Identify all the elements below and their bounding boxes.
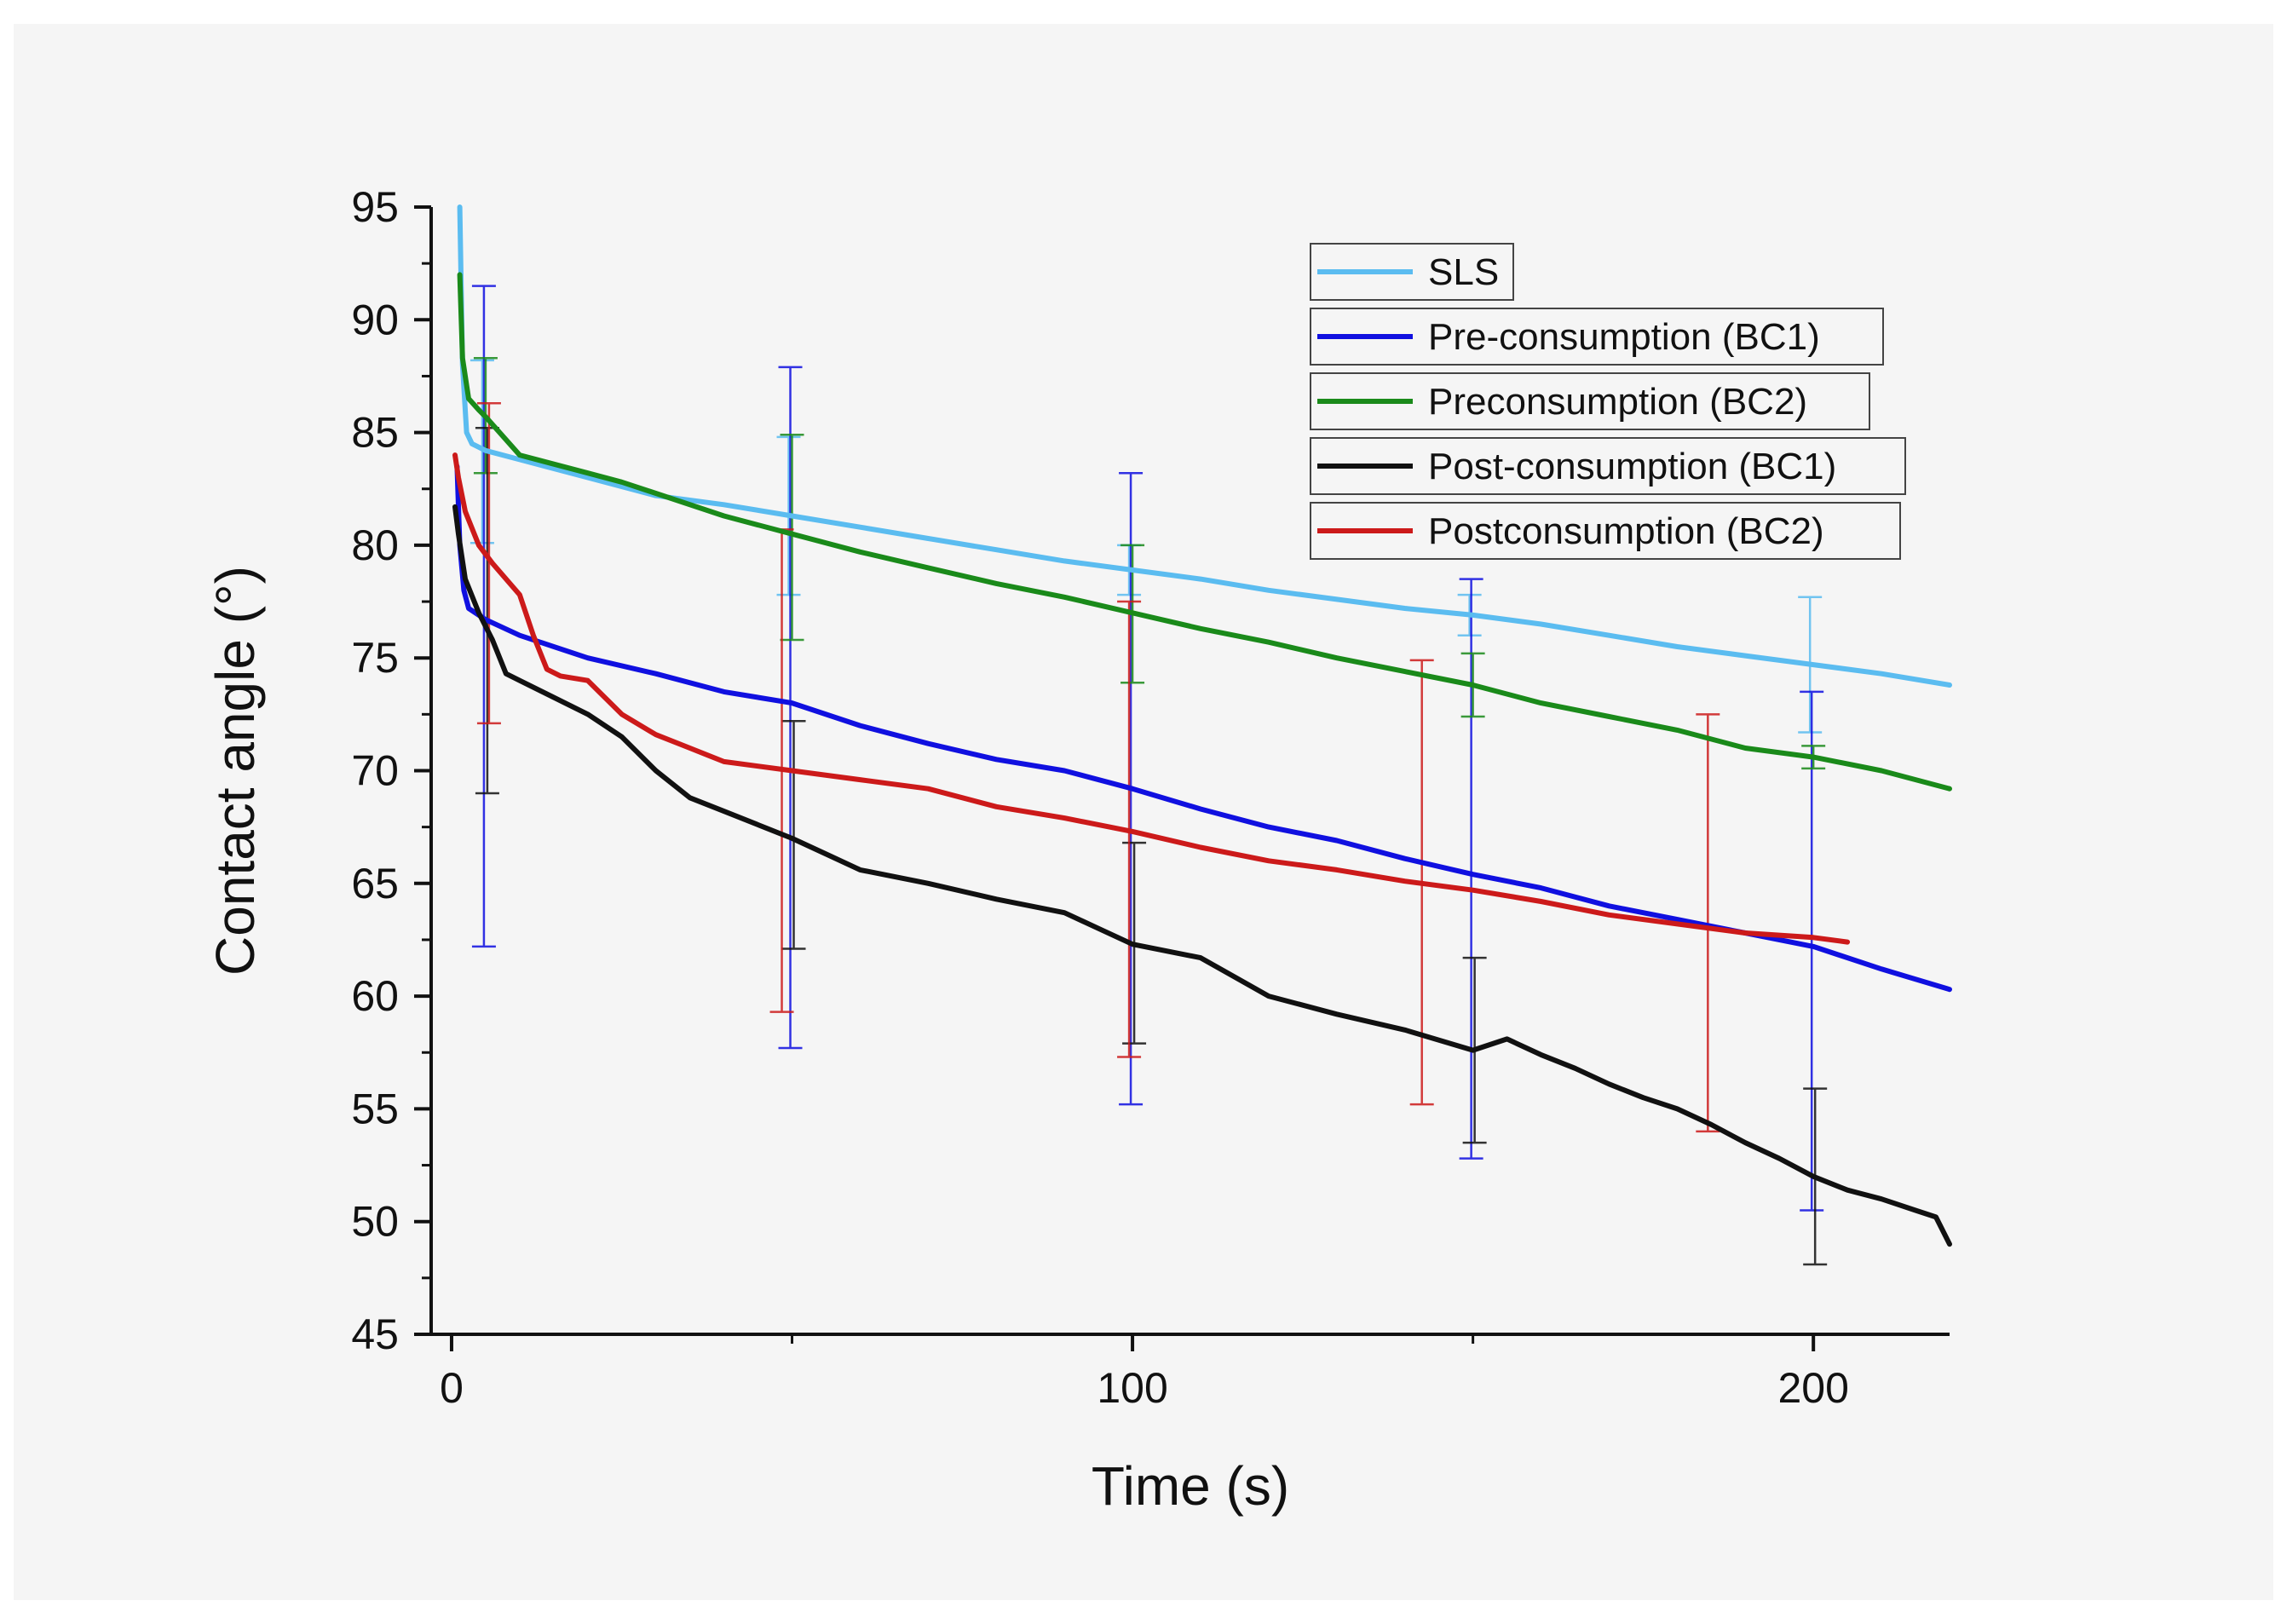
error-bar xyxy=(781,720,806,950)
line-chart: 45 50 55 60 65 70 75 80 85 90 95 0 100 200 Time (s) C… xyxy=(205,183,1952,1517)
legend-entry-box xyxy=(1310,372,1870,430)
x-tick-label: 0 xyxy=(440,1364,464,1412)
y-tick-label: 80 xyxy=(351,521,399,569)
y-tick-label: 95 xyxy=(351,183,399,231)
y-tick-label: 65 xyxy=(351,860,399,907)
legend-label: Pre-consumption (BC1) xyxy=(1428,316,1820,358)
x-axis-title: Time (s) xyxy=(1092,1455,1289,1517)
y-tick-label: 60 xyxy=(351,972,399,1020)
legend-entry: Pre-consumption (BC1) xyxy=(1310,308,1884,366)
y-axis-title: Contact angle (°) xyxy=(205,566,266,976)
error-bar xyxy=(1459,578,1483,1160)
legend-label: Post-consumption (BC1) xyxy=(1428,446,1836,487)
x-tick-label: 100 xyxy=(1097,1364,1167,1412)
legend-entry-box xyxy=(1310,437,1906,495)
series-layer xyxy=(452,204,1952,1247)
error-bar xyxy=(778,366,803,1050)
series-line xyxy=(457,204,1952,688)
error-bar-layer xyxy=(469,285,1828,1266)
y-tick-label: 75 xyxy=(351,634,399,682)
error-bar xyxy=(1800,690,1824,1212)
legend-entry: Post-consumption (BC1) xyxy=(1310,437,1906,495)
y-tick-label: 90 xyxy=(351,296,399,343)
legend-label: SLS xyxy=(1428,251,1499,293)
legend-entry-box xyxy=(1310,308,1884,366)
series-line xyxy=(454,464,1952,993)
legend-label: Postconsumption (BC2) xyxy=(1428,510,1824,552)
y-tick-label: 45 xyxy=(351,1310,399,1358)
legend-entry: Postconsumption (BC2) xyxy=(1310,502,1901,560)
series-line xyxy=(457,272,1952,792)
legend-entry: SLS xyxy=(1310,243,1514,301)
error-bar xyxy=(1696,713,1720,1133)
axes-layer: 45 50 55 60 65 70 75 80 85 90 95 0 100 200 xyxy=(351,183,1950,1412)
figure-panel: 45 50 55 60 65 70 75 80 85 90 95 0 100 200 Time (s) C… xyxy=(14,24,2273,1600)
error-bar xyxy=(476,401,501,725)
legend-entry-box xyxy=(1310,502,1901,560)
legend-entry-box xyxy=(1310,243,1514,301)
series-line xyxy=(452,504,1952,1247)
y-tick-label: 55 xyxy=(351,1085,399,1132)
error-bar xyxy=(780,433,804,642)
legend: SLS Pre-consumption (BC1) Preconsumption (… xyxy=(1310,243,1906,560)
y-tick-label: 50 xyxy=(351,1198,399,1246)
y-tick-label: 85 xyxy=(351,409,399,457)
x-tick-label: 200 xyxy=(1777,1364,1848,1412)
legend-label: Preconsumption (BC2) xyxy=(1428,381,1807,423)
legend-entry: Preconsumption (BC2) xyxy=(1310,372,1870,430)
y-tick-label: 70 xyxy=(351,747,399,795)
series-line xyxy=(452,452,1851,945)
